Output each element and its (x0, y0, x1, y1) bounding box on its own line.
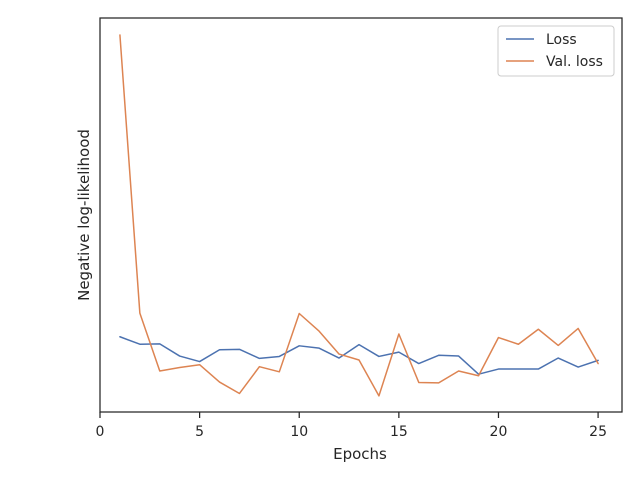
x-axis-label: Epochs (333, 445, 387, 463)
series-line-1 (119, 34, 599, 397)
plot-frame (99, 17, 623, 413)
x-tick-label-0: 0 (96, 424, 105, 440)
x-tick-label-5: 5 (195, 424, 204, 440)
y-axis-label: Negative log-likelihood (75, 129, 93, 301)
axes-layer: 0 5 10 15 20 25 (96, 17, 623, 440)
series-line-0 (119, 336, 599, 375)
plot-area (100, 18, 622, 412)
series-layer (119, 34, 599, 397)
legend: Loss Val. loss (497, 25, 615, 77)
plot-background (100, 18, 622, 412)
legend-label-1: Val. loss (546, 54, 603, 70)
x-tick-label-20: 20 (490, 424, 508, 440)
x-tick-label-10: 10 (290, 424, 308, 440)
x-tick-label-15: 15 (390, 424, 408, 440)
legend-label-0: Loss (546, 32, 577, 48)
x-tick-label-25: 25 (589, 424, 607, 440)
